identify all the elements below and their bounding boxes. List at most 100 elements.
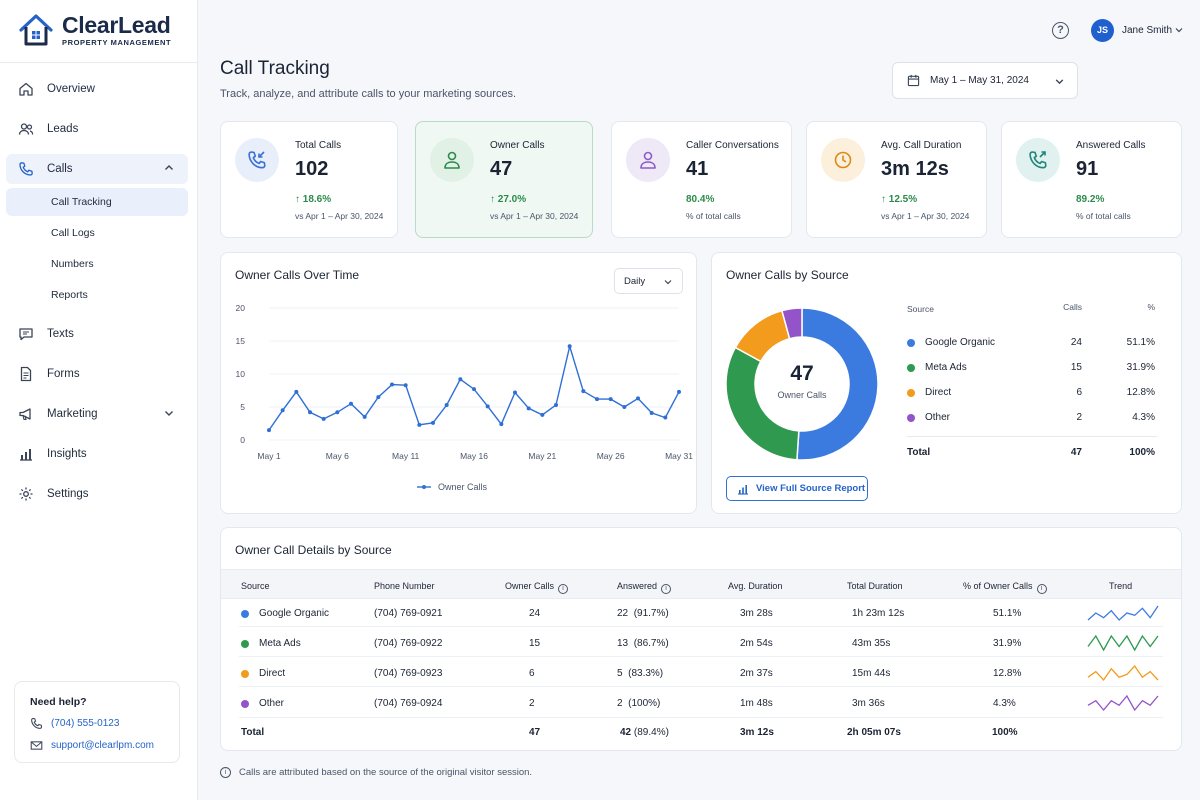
source-row[interactable]: Google Organic 24 51.1% bbox=[907, 330, 1157, 355]
answered-pct: (100%) bbox=[628, 698, 661, 709]
sidebar-item-texts[interactable]: Texts bbox=[6, 319, 188, 349]
th-trend: Trend bbox=[1109, 581, 1133, 591]
row-divider bbox=[239, 686, 1163, 687]
total-owner-calls: 47 bbox=[529, 727, 541, 738]
total-label: Total bbox=[241, 727, 265, 738]
sidebar-subitem-numbers[interactable]: Numbers bbox=[51, 258, 94, 270]
chevron-down-icon[interactable] bbox=[1174, 25, 1184, 35]
source-row[interactable]: Meta Ads 15 31.9% bbox=[907, 355, 1157, 380]
help-email-link[interactable]: support@clearlpm.com bbox=[30, 739, 179, 752]
donut-total-label: Owner Calls bbox=[777, 390, 827, 400]
source-name: Google Organic bbox=[925, 337, 996, 348]
sidebar-item-label: Overview bbox=[47, 83, 95, 95]
chevron-up-icon[interactable] bbox=[162, 161, 176, 175]
answered-count: 5 bbox=[617, 668, 623, 679]
answered-count: 22 bbox=[617, 608, 629, 619]
kpi-change: ↑ 27.0% bbox=[490, 194, 527, 205]
chevron-down-icon bbox=[1055, 79, 1064, 85]
data-point bbox=[308, 410, 312, 415]
owner-calls-by-source-card: Owner Calls by Source bbox=[711, 252, 1182, 514]
source-calls: 6 bbox=[1076, 387, 1082, 398]
users-icon bbox=[18, 123, 34, 135]
source-dot bbox=[241, 639, 249, 648]
source-row[interactable]: Direct 6 12.8% bbox=[907, 380, 1157, 405]
owner-calls: 15 bbox=[529, 638, 541, 649]
owner-calls-over-time-card: Owner Calls Over Time Daily 0 5 10 15 20 May … bbox=[220, 252, 697, 514]
sidebar-item-insights[interactable]: Insights bbox=[6, 439, 188, 469]
brand-name: ClearLead bbox=[62, 12, 171, 38]
sidebar-item-overview[interactable]: Overview bbox=[6, 74, 188, 104]
kpi-answered-calls[interactable]: Answered Calls 91 89.2% % of total calls bbox=[1001, 121, 1182, 238]
kpi-caller-conversations[interactable]: Caller Conversations 41 80.4% % of total… bbox=[611, 121, 792, 238]
gear-icon bbox=[19, 487, 33, 501]
phone-icon bbox=[19, 162, 33, 176]
phone-icon bbox=[31, 717, 43, 729]
source-name: Other bbox=[259, 698, 285, 709]
help-email: support@clearlpm.com bbox=[51, 740, 154, 751]
kpi-label: Total Calls bbox=[295, 140, 342, 151]
button-label: View Full Source Report bbox=[756, 483, 866, 494]
brand-logo[interactable]: ClearLead PROPERTY MANAGEMENT bbox=[18, 12, 171, 48]
chevron-down-icon[interactable] bbox=[162, 406, 176, 420]
data-point bbox=[267, 428, 271, 433]
sidebar-subitem-call-tracking[interactable]: Call Tracking bbox=[6, 188, 188, 216]
info-icon[interactable]: i bbox=[1036, 584, 1047, 594]
pct-owner-calls: 4.3% bbox=[993, 698, 1016, 709]
data-point bbox=[581, 389, 586, 394]
help-phone-link[interactable]: (704) 555-0123 bbox=[30, 717, 179, 730]
granularity-value: Daily bbox=[624, 276, 646, 287]
legend-dot bbox=[907, 413, 915, 422]
trend-sparkline bbox=[1087, 605, 1159, 621]
sparkline-path bbox=[1087, 664, 1159, 682]
sidebar-item-label: Settings bbox=[47, 488, 89, 500]
total-pct: 100% bbox=[1129, 447, 1155, 458]
sidebar-item-settings[interactable]: Settings bbox=[6, 479, 188, 509]
data-point bbox=[595, 397, 599, 402]
answered: 13 (86.7%) bbox=[617, 638, 669, 649]
source-pct: 12.8% bbox=[1126, 387, 1155, 398]
donut-total: 47 bbox=[790, 362, 814, 385]
source-total-row: Total 47 100% bbox=[907, 436, 1157, 464]
source-pct: 51.1% bbox=[1126, 337, 1155, 348]
kpi-avg-call-duration[interactable]: Avg. Call Duration 3m 12s ↑ 12.5% vs Apr… bbox=[806, 121, 987, 238]
th-label: % of Owner Calls bbox=[963, 581, 1033, 591]
legend-dot bbox=[907, 363, 915, 372]
data-point bbox=[321, 416, 326, 421]
phone-number: (704) 769-0921 bbox=[374, 608, 443, 619]
help-title: Need help? bbox=[30, 696, 87, 708]
legend-marker bbox=[422, 485, 426, 489]
source-row[interactable]: Other 2 4.3% bbox=[907, 405, 1157, 430]
source-calls: 24 bbox=[1070, 337, 1082, 348]
legend-dot bbox=[907, 338, 915, 347]
avatar[interactable]: JS bbox=[1091, 19, 1114, 42]
data-point bbox=[349, 401, 353, 406]
source-name: Meta Ads bbox=[925, 362, 967, 373]
info-icon[interactable]: i bbox=[558, 584, 569, 594]
sidebar-subitem-call-logs[interactable]: Call Logs bbox=[51, 227, 95, 239]
view-full-source-report-button[interactable]: View Full Source Report bbox=[726, 476, 868, 501]
chevron-down-icon bbox=[664, 280, 672, 285]
source-pct: 4.3% bbox=[1132, 412, 1155, 423]
date-range-picker[interactable]: May 1 – May 31, 2024 bbox=[892, 62, 1078, 99]
col-source: Source bbox=[907, 304, 934, 314]
answered: 5 (83.3%) bbox=[617, 668, 663, 679]
info-icon: i bbox=[220, 767, 231, 778]
sidebar-item-calls[interactable]: Calls bbox=[6, 154, 188, 184]
info-icon[interactable]: i bbox=[661, 584, 672, 594]
data-point bbox=[458, 377, 463, 382]
sidebar-item-leads[interactable]: Leads bbox=[6, 114, 188, 144]
sidebar-subitem-reports[interactable]: Reports bbox=[51, 289, 88, 301]
calendar-icon bbox=[907, 74, 920, 87]
sidebar-item-forms[interactable]: Forms bbox=[6, 359, 188, 389]
y-tick-label: 10 bbox=[236, 369, 246, 379]
answered-count: 2 bbox=[617, 698, 623, 709]
user-name[interactable]: Jane Smith bbox=[1122, 25, 1173, 36]
sidebar-item-marketing[interactable]: Marketing bbox=[6, 399, 188, 429]
source-dot bbox=[241, 699, 249, 708]
x-tick-label: May 6 bbox=[326, 451, 349, 461]
granularity-select[interactable]: Daily bbox=[614, 268, 683, 294]
kpi-owner-calls[interactable]: Owner Calls 47 ↑ 27.0% vs Apr 1 – Apr 30… bbox=[415, 121, 593, 238]
total-answered-pct: (89.4%) bbox=[633, 727, 669, 738]
help-icon[interactable]: ? bbox=[1052, 22, 1069, 39]
kpi-total-calls[interactable]: Total Calls 102 ↑ 18.6% vs Apr 1 – Apr 3… bbox=[220, 121, 398, 238]
